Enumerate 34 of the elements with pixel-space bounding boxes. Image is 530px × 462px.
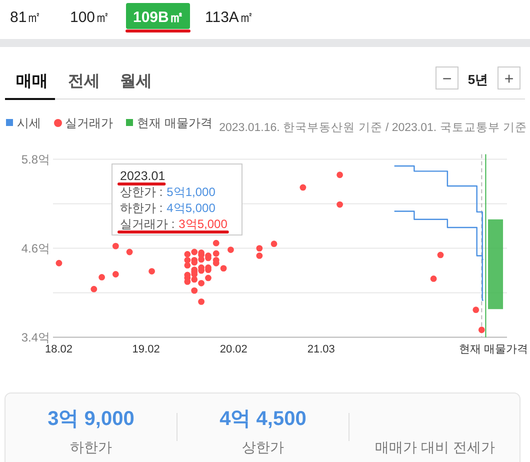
legend-label: 시세 — [17, 116, 41, 130]
text: 월세 — [120, 73, 152, 90]
y-tick-label: 5.8억 — [21, 152, 50, 166]
text: + — [504, 71, 514, 88]
y-tick-label: 4.6억 — [21, 241, 50, 256]
x-tick-label: 현재 매물가격 — [458, 343, 528, 356]
text: 109B㎡ — [133, 9, 184, 26]
annotation: 4억5,000 — [166, 201, 216, 215]
text: 매매 — [16, 73, 48, 90]
text: 113A㎡ — [205, 9, 254, 26]
x-tick-label: 18.02 — [44, 343, 73, 356]
x-tick-label: 21.03 — [307, 343, 335, 356]
x-tick-label: 20.02 — [220, 343, 248, 356]
annotation: 3억5,000 — [178, 217, 228, 231]
legend-label: 실거래가 — [65, 116, 113, 130]
text: 전세 — [68, 73, 100, 90]
text: 매매가 대비 전세가 — [375, 439, 495, 455]
annotation: 2023.01 — [120, 169, 166, 183]
text: 하한가 — [70, 439, 112, 455]
text: 상한가 — [242, 439, 284, 455]
text: 2023.01.16. 한국부동산원 기준 / 2023.01. 국토교통부 기준 — [219, 122, 527, 134]
annotation: 하한가 : — [120, 201, 163, 215]
text: 81㎡ — [10, 9, 42, 26]
legend-label: 현재 매물가격 — [137, 116, 212, 130]
text: 4억 4,500 — [220, 408, 306, 430]
annotation: 5억1,000 — [166, 185, 216, 199]
text: − — [442, 71, 452, 88]
annotation: 실거래가 : — [120, 217, 175, 231]
text: 3억 9,000 — [48, 408, 134, 430]
y-tick-label: 3.4억 — [21, 330, 50, 344]
text: 5년 — [468, 72, 488, 87]
annotation: 상한가 : — [120, 185, 163, 199]
text: 100㎡ — [70, 9, 110, 26]
x-tick-label: 19.02 — [132, 343, 160, 356]
